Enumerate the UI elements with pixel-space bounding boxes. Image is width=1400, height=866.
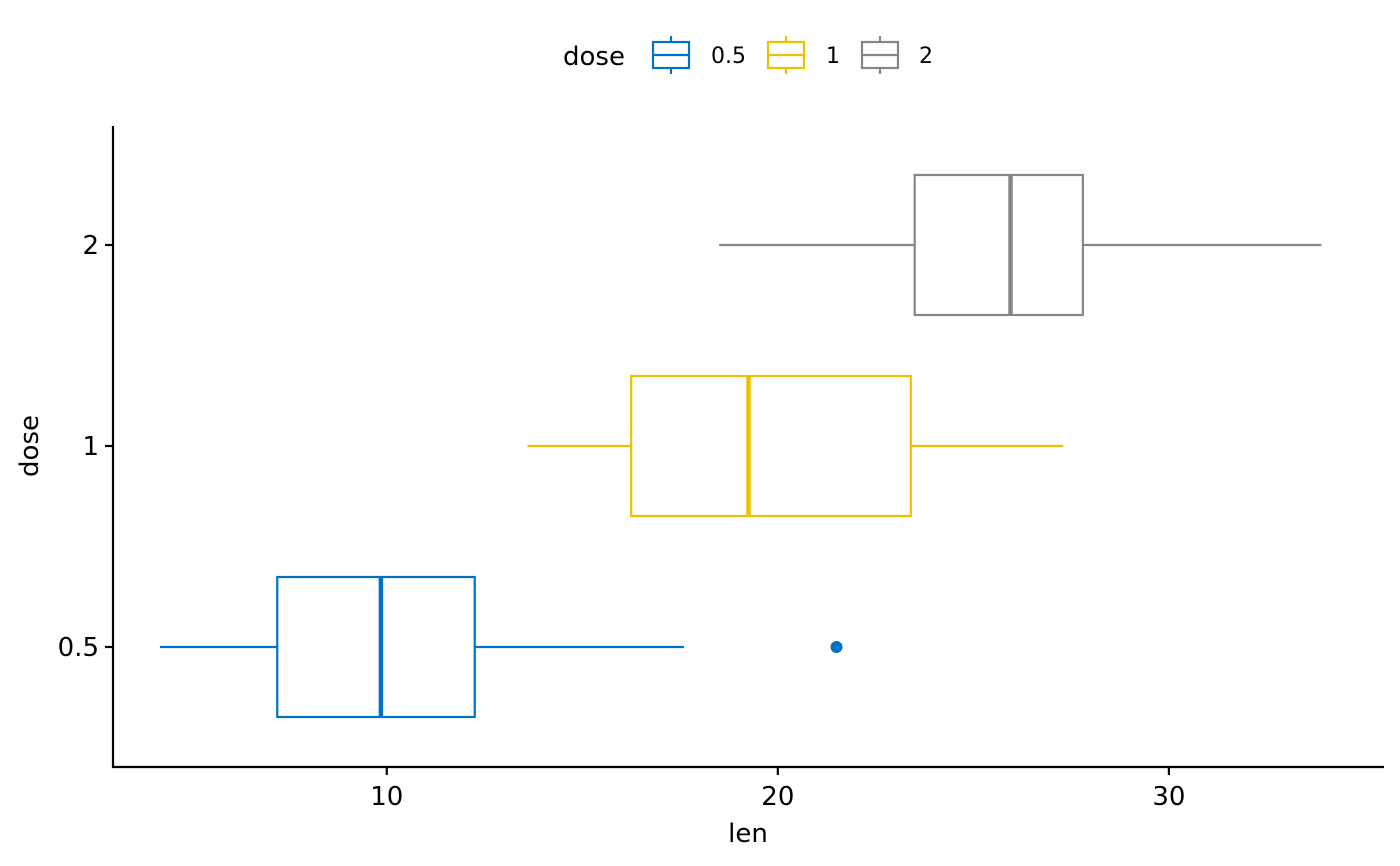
y-tick-label: 2 <box>82 231 99 261</box>
y-axis-title: dose <box>15 415 45 477</box>
iqr-box <box>630 374 912 518</box>
legend-key-2: 2 <box>860 36 933 74</box>
legend-label: 1 <box>826 44 840 69</box>
box-1 <box>527 374 1064 518</box>
legend-label: 2 <box>919 44 933 69</box>
box-0.5 <box>159 575 843 719</box>
legend: dose 0.5 1 2 <box>563 36 933 74</box>
legend-key-0.5: 0.5 <box>651 36 746 74</box>
y-tick-label: 1 <box>82 432 99 462</box>
iqr-box <box>276 575 476 719</box>
y-tick-label: 0.5 <box>58 633 99 663</box>
x-tick-label: 10 <box>370 782 403 812</box>
legend-title: dose <box>563 42 625 72</box>
x-axis-title: len <box>728 819 768 849</box>
plot-area: 10 20 30 0.5 1 2 <box>58 126 1384 812</box>
iqr-box <box>913 173 1084 317</box>
legend-key-1: 1 <box>766 36 840 74</box>
outlier-point <box>830 641 843 653</box>
x-tick-label: 20 <box>761 782 794 812</box>
box-2 <box>719 173 1322 317</box>
x-tick-label: 30 <box>1152 782 1185 812</box>
legend-label: 0.5 <box>711 44 746 69</box>
